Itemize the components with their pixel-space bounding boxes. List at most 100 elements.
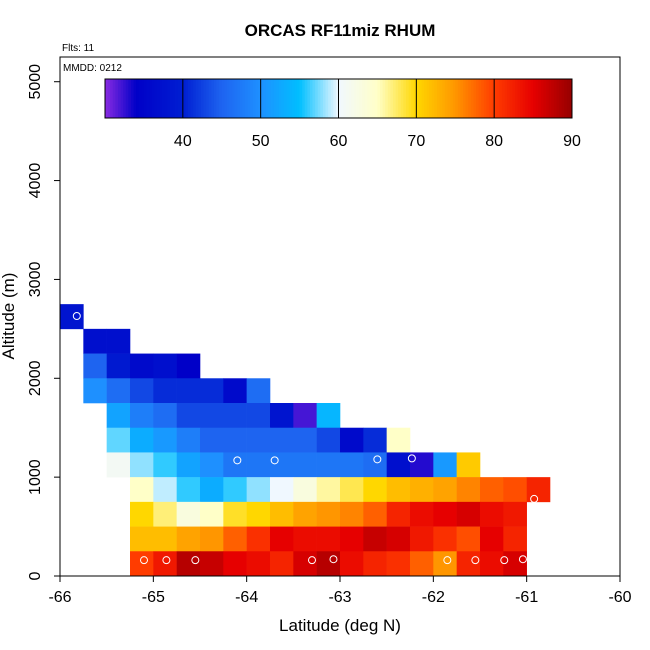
colorbar-segment: [242, 79, 246, 118]
colorbar-segment: [455, 79, 459, 118]
colorbar-segment: [247, 79, 251, 118]
colorbar-segment: [385, 79, 389, 118]
heatmap-cell: [106, 328, 131, 354]
colorbar-segment: [278, 79, 282, 118]
heatmap-cell: [60, 304, 84, 330]
colorbar-segment: [333, 79, 337, 118]
heatmap-cell: [246, 427, 271, 453]
colorbar-segment: [348, 79, 352, 118]
heatmap-cell: [176, 551, 201, 577]
heatmap-cell: [83, 328, 107, 354]
date-annotation: MMDD: 0212: [63, 63, 122, 74]
colorbar-segment: [382, 79, 386, 118]
colorbar-segment: [525, 79, 529, 118]
colorbar-segment: [128, 79, 132, 118]
colorbar-segment: [141, 79, 145, 118]
flight-marker: [443, 556, 452, 565]
heatmap-cell: [340, 501, 364, 527]
heatmap-cell: [223, 477, 247, 503]
heatmap-cell: [246, 378, 271, 404]
heatmap-cell: [176, 403, 201, 429]
heatmap-cell: [200, 526, 224, 552]
colorbar-ticks: 40 50 60 70 80 90: [174, 79, 581, 150]
heatmap-cell: [293, 477, 317, 503]
heatmap-cell: [153, 378, 177, 404]
heatmap-cell: [106, 378, 131, 404]
colorbar-segment: [566, 79, 570, 118]
colorbar-segment: [143, 79, 147, 118]
heatmap-cell: [316, 501, 341, 527]
y-tick-label: 4000: [27, 163, 44, 199]
colorbar-segment: [442, 79, 446, 118]
colorbar-segment: [460, 79, 464, 118]
colorbar-segment: [188, 79, 192, 118]
heatmap-cell: [456, 452, 481, 478]
colorbar-segment: [535, 79, 539, 118]
colorbar-segment: [149, 79, 153, 118]
x-tick-label: -60: [608, 589, 631, 606]
colorbar-segment: [444, 79, 448, 118]
heatmap-cell: [456, 501, 481, 527]
colorbar-segment: [273, 79, 277, 118]
colorbar-segment: [504, 79, 508, 118]
heatmap-cell: [270, 427, 294, 453]
heatmap-cell: [456, 526, 481, 552]
colorbar-segment: [107, 79, 111, 118]
colorbar-segment: [463, 79, 467, 118]
colorbar-segment: [387, 79, 391, 118]
heatmap-cell: [223, 452, 247, 478]
heatmap-cell: [200, 477, 224, 503]
heatmap-cell: [503, 526, 527, 552]
x-tick-label: -66: [48, 589, 71, 606]
heatmap-cell: [223, 526, 247, 552]
colorbar-segment: [162, 79, 166, 118]
colorbar-segment: [322, 79, 326, 118]
colorbar-segment: [112, 79, 116, 118]
colorbar-segment: [216, 79, 220, 118]
y-tick-label: 1000: [27, 459, 44, 495]
heatmap-cell: [130, 526, 154, 552]
colorbar-segment: [237, 79, 241, 118]
colorbar-segment: [356, 79, 360, 118]
colorbar-segment: [429, 79, 433, 118]
colorbar-segment: [185, 79, 189, 118]
colorbar-segment: [426, 79, 430, 118]
heatmap-cell: [270, 501, 294, 527]
colorbar-segment: [359, 79, 363, 118]
colorbar-segment: [291, 79, 295, 118]
colorbar-segment: [413, 79, 417, 118]
colorbar-segment: [117, 79, 121, 118]
heatmap-cell: [363, 427, 387, 453]
colorbar-segment: [346, 79, 350, 118]
x-axis-label: Latitude (deg N): [279, 616, 401, 635]
heatmap-cell: [83, 353, 107, 379]
colorbar-segment: [369, 79, 373, 118]
heatmap-cell: [386, 452, 411, 478]
heatmap-cell: [386, 427, 411, 453]
heatmap-cell: [83, 378, 107, 404]
colorbar-segment: [390, 79, 394, 118]
x-tick-label: -62: [422, 589, 445, 606]
heatmap-cell: [503, 501, 527, 527]
y-tick-label: 5000: [27, 64, 44, 100]
heatmap-cell: [503, 477, 527, 503]
heatmap-cell: [340, 427, 364, 453]
flight-marker: [471, 556, 480, 565]
heatmap-cell: [363, 551, 387, 577]
heatmap-cell: [176, 526, 201, 552]
colorbar-segment: [154, 79, 158, 118]
colorbar-segment: [193, 79, 197, 118]
colorbar-segment: [271, 79, 275, 118]
heatmap-cell: [293, 403, 317, 429]
flight-marker: [407, 454, 416, 463]
colorbar-segment: [533, 79, 537, 118]
colorbar-segment: [172, 79, 176, 118]
colorbar-segment: [377, 79, 381, 118]
colorbar-segment: [569, 79, 573, 118]
colorbar-segment: [307, 79, 311, 118]
colorbar-segment: [447, 79, 451, 118]
flight-marker: [233, 456, 242, 465]
colorbar-segment: [195, 79, 199, 118]
colorbar-segment: [296, 79, 300, 118]
y-tick-label: 3000: [27, 262, 44, 298]
